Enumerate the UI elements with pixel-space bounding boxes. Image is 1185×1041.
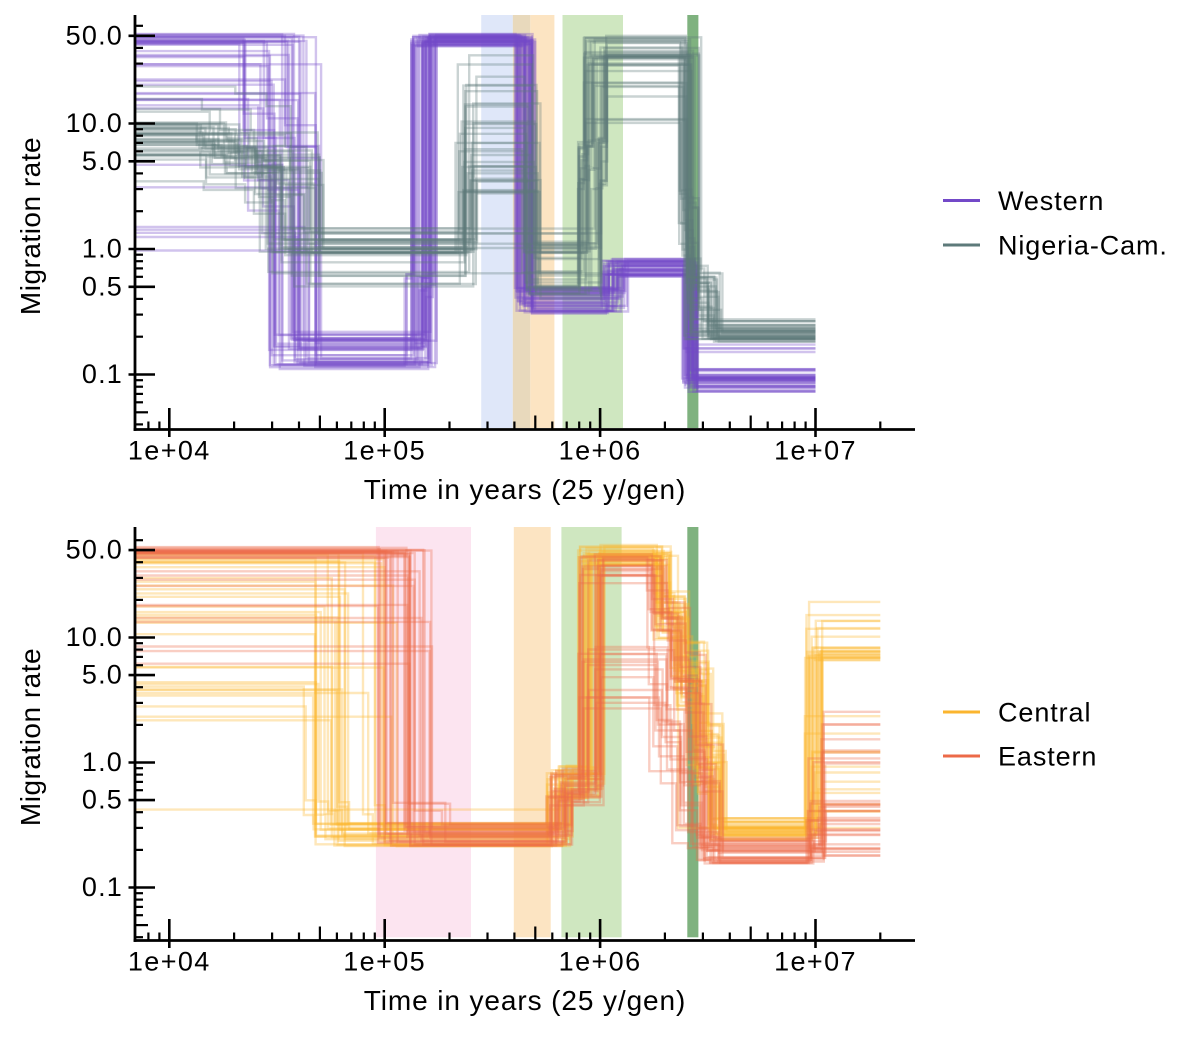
svg-text:5.0: 5.0 <box>82 146 123 176</box>
svg-text:1e+04: 1e+04 <box>128 947 211 977</box>
svg-text:50.0: 50.0 <box>66 20 123 50</box>
svg-text:1e+06: 1e+06 <box>559 436 642 466</box>
svg-text:Migration rate: Migration rate <box>15 648 46 826</box>
svg-text:Nigeria-Cam.: Nigeria-Cam. <box>998 231 1168 261</box>
svg-text:1e+05: 1e+05 <box>343 947 426 977</box>
svg-text:1e+07: 1e+07 <box>774 947 857 977</box>
svg-text:0.5: 0.5 <box>82 271 123 301</box>
svg-text:Central: Central <box>998 698 1091 728</box>
svg-text:1.0: 1.0 <box>82 234 123 264</box>
svg-text:Eastern: Eastern <box>998 742 1097 772</box>
svg-text:1.0: 1.0 <box>82 747 123 777</box>
svg-text:0.5: 0.5 <box>82 785 123 815</box>
svg-text:50.0: 50.0 <box>66 535 123 565</box>
svg-text:Western: Western <box>998 186 1104 216</box>
svg-text:Time in years (25 y/gen): Time in years (25 y/gen) <box>364 474 686 505</box>
svg-text:1e+05: 1e+05 <box>343 436 426 466</box>
svg-text:Migration rate: Migration rate <box>15 137 46 315</box>
svg-text:5.0: 5.0 <box>82 660 123 690</box>
svg-text:0.1: 0.1 <box>82 872 123 902</box>
svg-text:1e+04: 1e+04 <box>128 436 211 466</box>
svg-text:1e+06: 1e+06 <box>559 947 642 977</box>
svg-text:1e+07: 1e+07 <box>774 436 857 466</box>
svg-text:10.0: 10.0 <box>66 622 123 652</box>
svg-text:0.1: 0.1 <box>82 359 123 389</box>
svg-text:Time in years (25 y/gen): Time in years (25 y/gen) <box>364 985 686 1016</box>
svg-text:10.0: 10.0 <box>66 108 123 138</box>
